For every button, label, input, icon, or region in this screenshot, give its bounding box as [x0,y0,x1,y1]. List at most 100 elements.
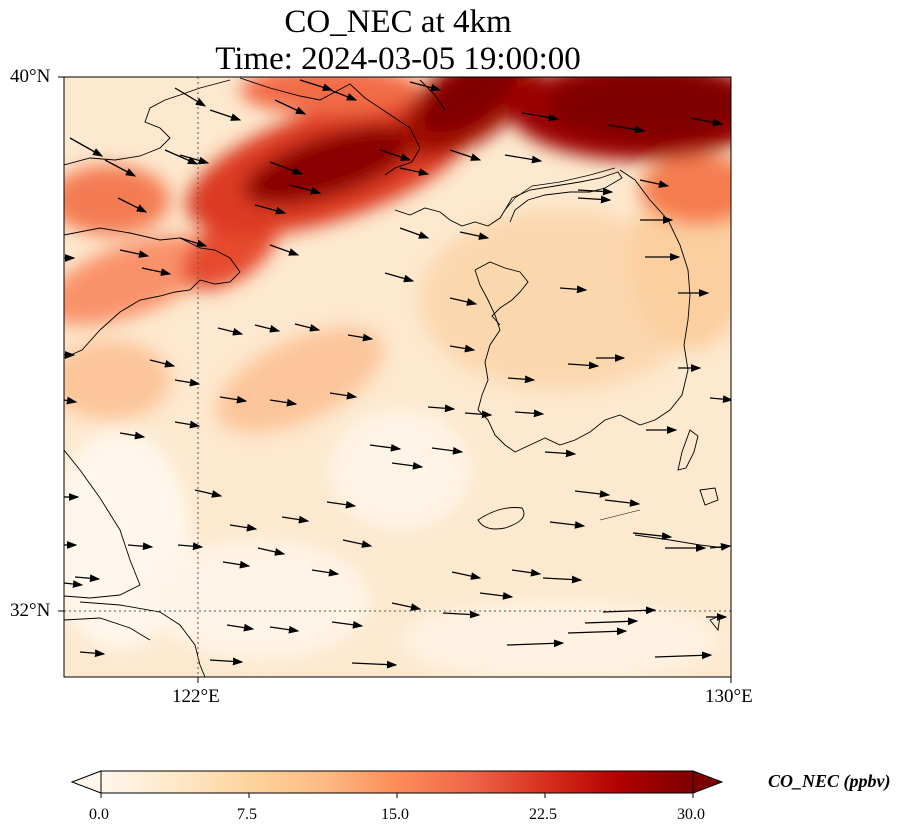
wind-vector [604,499,641,507]
lat-label-40n: 40°N [10,66,51,87]
wind-vector [351,660,398,669]
map-frame [63,76,732,678]
wind-vector [329,391,358,400]
wind-vector [254,324,281,333]
wind-vector [506,639,565,648]
wind-vector [141,267,172,276]
wind-vector [504,154,543,164]
colorbar-gradient [100,770,694,794]
wind-vector [289,184,322,195]
lon-label-122e: 122°E [172,686,220,707]
wind-vector [449,297,478,306]
wind-vector [632,532,673,540]
wind-vector [347,333,374,342]
wind-vector [399,167,430,176]
wind-vector [79,649,106,658]
wind-vector [521,112,560,122]
wind-vector [219,395,248,404]
wind-vector [269,244,300,256]
colorbar-tick-4: 30.0 [677,806,705,823]
wind-vector [177,542,204,551]
wind-vector [74,574,101,583]
wind-vector [449,344,476,353]
wind-vector [164,149,199,165]
wind-vector [544,449,577,458]
wind-vector [391,602,422,611]
wind-vector [174,87,207,107]
wind-vector [549,521,586,529]
wind-vector [326,500,357,509]
colorbar-tick-0: 0.0 [89,806,109,823]
wind-vector [709,395,731,404]
wind-vector [709,543,731,551]
wind-vector [574,490,611,498]
wind-vector [427,404,456,413]
wind-vector [689,117,724,127]
wind-vector [331,620,364,629]
wind-vector [639,179,670,188]
wind-vector [602,606,657,615]
map-panel [58,76,732,683]
wind-vector [209,657,244,666]
wind-vector [217,327,244,336]
colorbar-tick-1: 7.5 [237,806,257,823]
wind-vector [479,592,514,600]
wind-vector [577,195,612,204]
colorbar-extend-min [70,770,102,794]
wind-vector [174,378,201,387]
wind-vector [399,227,430,239]
wind-vector [459,231,490,240]
wind-vector [269,161,304,175]
wind-vector [299,79,334,92]
wind-vector [384,272,415,283]
wind-vector [254,204,287,215]
wind-vector [119,249,150,258]
wind-vector [149,359,176,368]
wind-vector [507,375,536,384]
wind-vector [209,109,242,121]
wind-vector [117,197,148,213]
title-line1: CO_NEC at 4km [284,4,512,40]
wind-vector [607,124,646,134]
wind-vector [127,542,154,551]
wind-vector [269,625,300,634]
wind-vector [577,187,614,196]
wind-vector [391,461,424,470]
colorbar-tick-3: 22.5 [529,806,557,823]
coastlines [64,77,726,677]
wind-vector [567,627,628,636]
wind-vector [559,285,588,294]
wind-vector [229,523,258,532]
wind-vector [511,568,542,577]
lon-label-130e: 130°E [705,686,753,707]
wind-vector [269,398,298,407]
wind-vector [104,159,137,177]
wind-vector [451,571,482,580]
wind-vector [431,446,464,455]
wind-vector [274,99,307,115]
wind-vector [464,410,493,419]
wind-vector [369,443,402,452]
wind-vector [567,361,600,370]
wind-vector [226,623,255,632]
wind-vector [64,396,78,405]
wind-vector [222,560,251,569]
wind-vector [194,489,223,498]
wind-vector [281,515,310,524]
wind-vector [584,617,639,626]
wind-vector [294,323,321,332]
wind-vector [69,137,104,157]
wind-vector [329,89,358,101]
wind-vector [179,154,210,165]
wind-vector [342,539,373,548]
wind-vector [442,610,481,619]
lat-label-32n: 32°N [10,600,51,621]
wind-vector [64,580,84,588]
wind-vector [449,149,482,161]
wind-vector [409,81,442,92]
wind-vector [514,409,545,418]
wind-vector [542,575,583,584]
wind-vector [257,547,286,556]
wind-vector [654,651,713,660]
colorbar-ticks [100,793,694,798]
